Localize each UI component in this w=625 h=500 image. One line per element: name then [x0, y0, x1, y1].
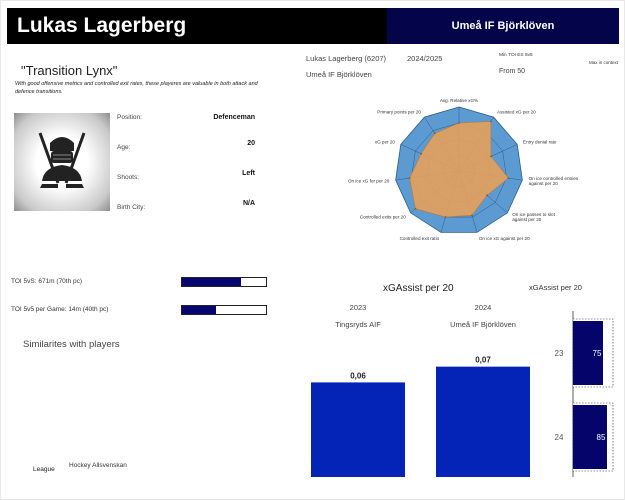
- season-selector[interactable]: 2024/2025: [407, 54, 443, 63]
- league-value: Hockey Allsvenskan: [69, 462, 127, 469]
- xg-bar-2024: [436, 366, 530, 477]
- xg-assist-chart-title: xGAssist per 20: [383, 283, 454, 294]
- position-label: Position:: [117, 114, 142, 121]
- player-description: With good offensive metrics and controll…: [15, 81, 258, 95]
- age-label: Age:: [117, 144, 131, 151]
- toi-per-game-bar: [181, 305, 267, 315]
- radar-point-2: [490, 155, 492, 158]
- birth-city-value: N/A: [242, 200, 255, 207]
- shoots-label: Shoots:: [117, 174, 140, 181]
- xg-year-label-0: 2023: [350, 303, 367, 312]
- hockey-player-icon: [38, 132, 86, 188]
- radar-axis-label-7: Controlled exits per 20: [360, 215, 406, 220]
- league-label: League: [33, 466, 55, 473]
- max-context-label: Max in context: [589, 60, 619, 65]
- radar-point-6: [444, 216, 447, 218]
- radar-axis-label-9: xG per 20: [375, 139, 396, 144]
- xg-bar-value-label-0: 0,06: [350, 371, 366, 380]
- player-image: [14, 113, 110, 211]
- radar-point-4: [486, 194, 488, 197]
- radar-point-10: [433, 132, 436, 135]
- min-toi-label: Min TOI ES 5v5: [499, 53, 533, 58]
- toi-total-fill: [182, 278, 241, 286]
- radar-axis-label-2: Entry denial rate: [523, 139, 557, 144]
- toi-total-bar: [181, 277, 267, 287]
- xg-team-label-1: Umeå IF Björklöven: [450, 320, 516, 329]
- radar-axis-label-4: On ice passes to slot against per 20: [512, 212, 555, 222]
- xg-year-label-1: 2024: [475, 303, 492, 312]
- radar-axis-label-5: On ice xG against per 20: [479, 236, 530, 241]
- header: Lukas Lagerberg Umeå IF Björklöven: [7, 8, 619, 44]
- radar-point-7: [414, 207, 417, 210]
- radar-point-3: [507, 177, 510, 180]
- radar-ring-2: [411, 122, 507, 218]
- min-toi-filter[interactable]: From 50: [499, 68, 526, 75]
- mini-bar-value-1: 85: [597, 433, 606, 442]
- radar-point-5: [471, 214, 473, 217]
- age-value: 20: [247, 140, 255, 147]
- shoots-value: Left: [242, 170, 255, 177]
- mini-bar-value-0: 75: [593, 349, 602, 358]
- birth-city-label: Birth City:: [117, 204, 146, 211]
- mini-bar-24: [573, 405, 607, 469]
- mini-category-label-1: 24: [555, 433, 564, 442]
- position-value: Defenceman: [213, 114, 255, 121]
- similarities-title: Similarites with players: [23, 339, 120, 350]
- xg-assist-mini-title: xGAssist per 20: [529, 283, 582, 292]
- toi-total-label: TOI 5vS: 671m (70th pc): [11, 278, 83, 285]
- radar-point-0: [458, 122, 460, 124]
- radar-axis-label-0: Avg. Relative xG%: [440, 98, 478, 103]
- mini-category-label-0: 23: [555, 349, 564, 358]
- player-name-title: Lukas Lagerberg: [7, 8, 387, 44]
- toi-per-game-label: TOI 5v5 per Game: 14m (40th pc): [11, 306, 109, 313]
- player-id: Lukas Lagerberg (6207): [306, 54, 387, 63]
- radar-axis-label-3: On ice controlled entries against per 20: [529, 176, 579, 186]
- mini-bar-23: [573, 321, 603, 385]
- team-name-banner: Umeå IF Björklöven: [387, 8, 619, 44]
- radar-player-area: [409, 121, 509, 218]
- toi-per-game-fill: [182, 306, 216, 314]
- radar-axis-label-8: On ice xG for per 20: [348, 179, 390, 184]
- radar-axis-label-10: Primary points per 20: [377, 109, 421, 114]
- xg-bar-2023: [311, 382, 405, 477]
- xg-bar-value-label-1: 0,07: [475, 356, 491, 365]
- xg-assist-bar-chart: 0,06 2023 Tingsryds AIF 0,07 2024 Umeå IF Bjö…: [311, 303, 530, 477]
- radar-point-9: [420, 152, 423, 155]
- radar-axis-label-1: Assisted xG per 20: [497, 109, 536, 114]
- radar-point-8: [408, 177, 411, 180]
- player-nickname: "Transition Lynx": [21, 63, 118, 78]
- radar-point-1: [489, 120, 492, 123]
- xg-assist-mini-chart: 75 23 85 24: [555, 311, 614, 477]
- team-label: Umeå IF Björklöven: [306, 70, 372, 79]
- xg-team-label-0: Tingsryds AIF: [335, 320, 381, 329]
- radar-axis-label-6: Controlled exit ratio: [400, 236, 440, 241]
- radar-chart: Avg. Relative xG% Assisted xG per 20 Entry…: [348, 98, 579, 241]
